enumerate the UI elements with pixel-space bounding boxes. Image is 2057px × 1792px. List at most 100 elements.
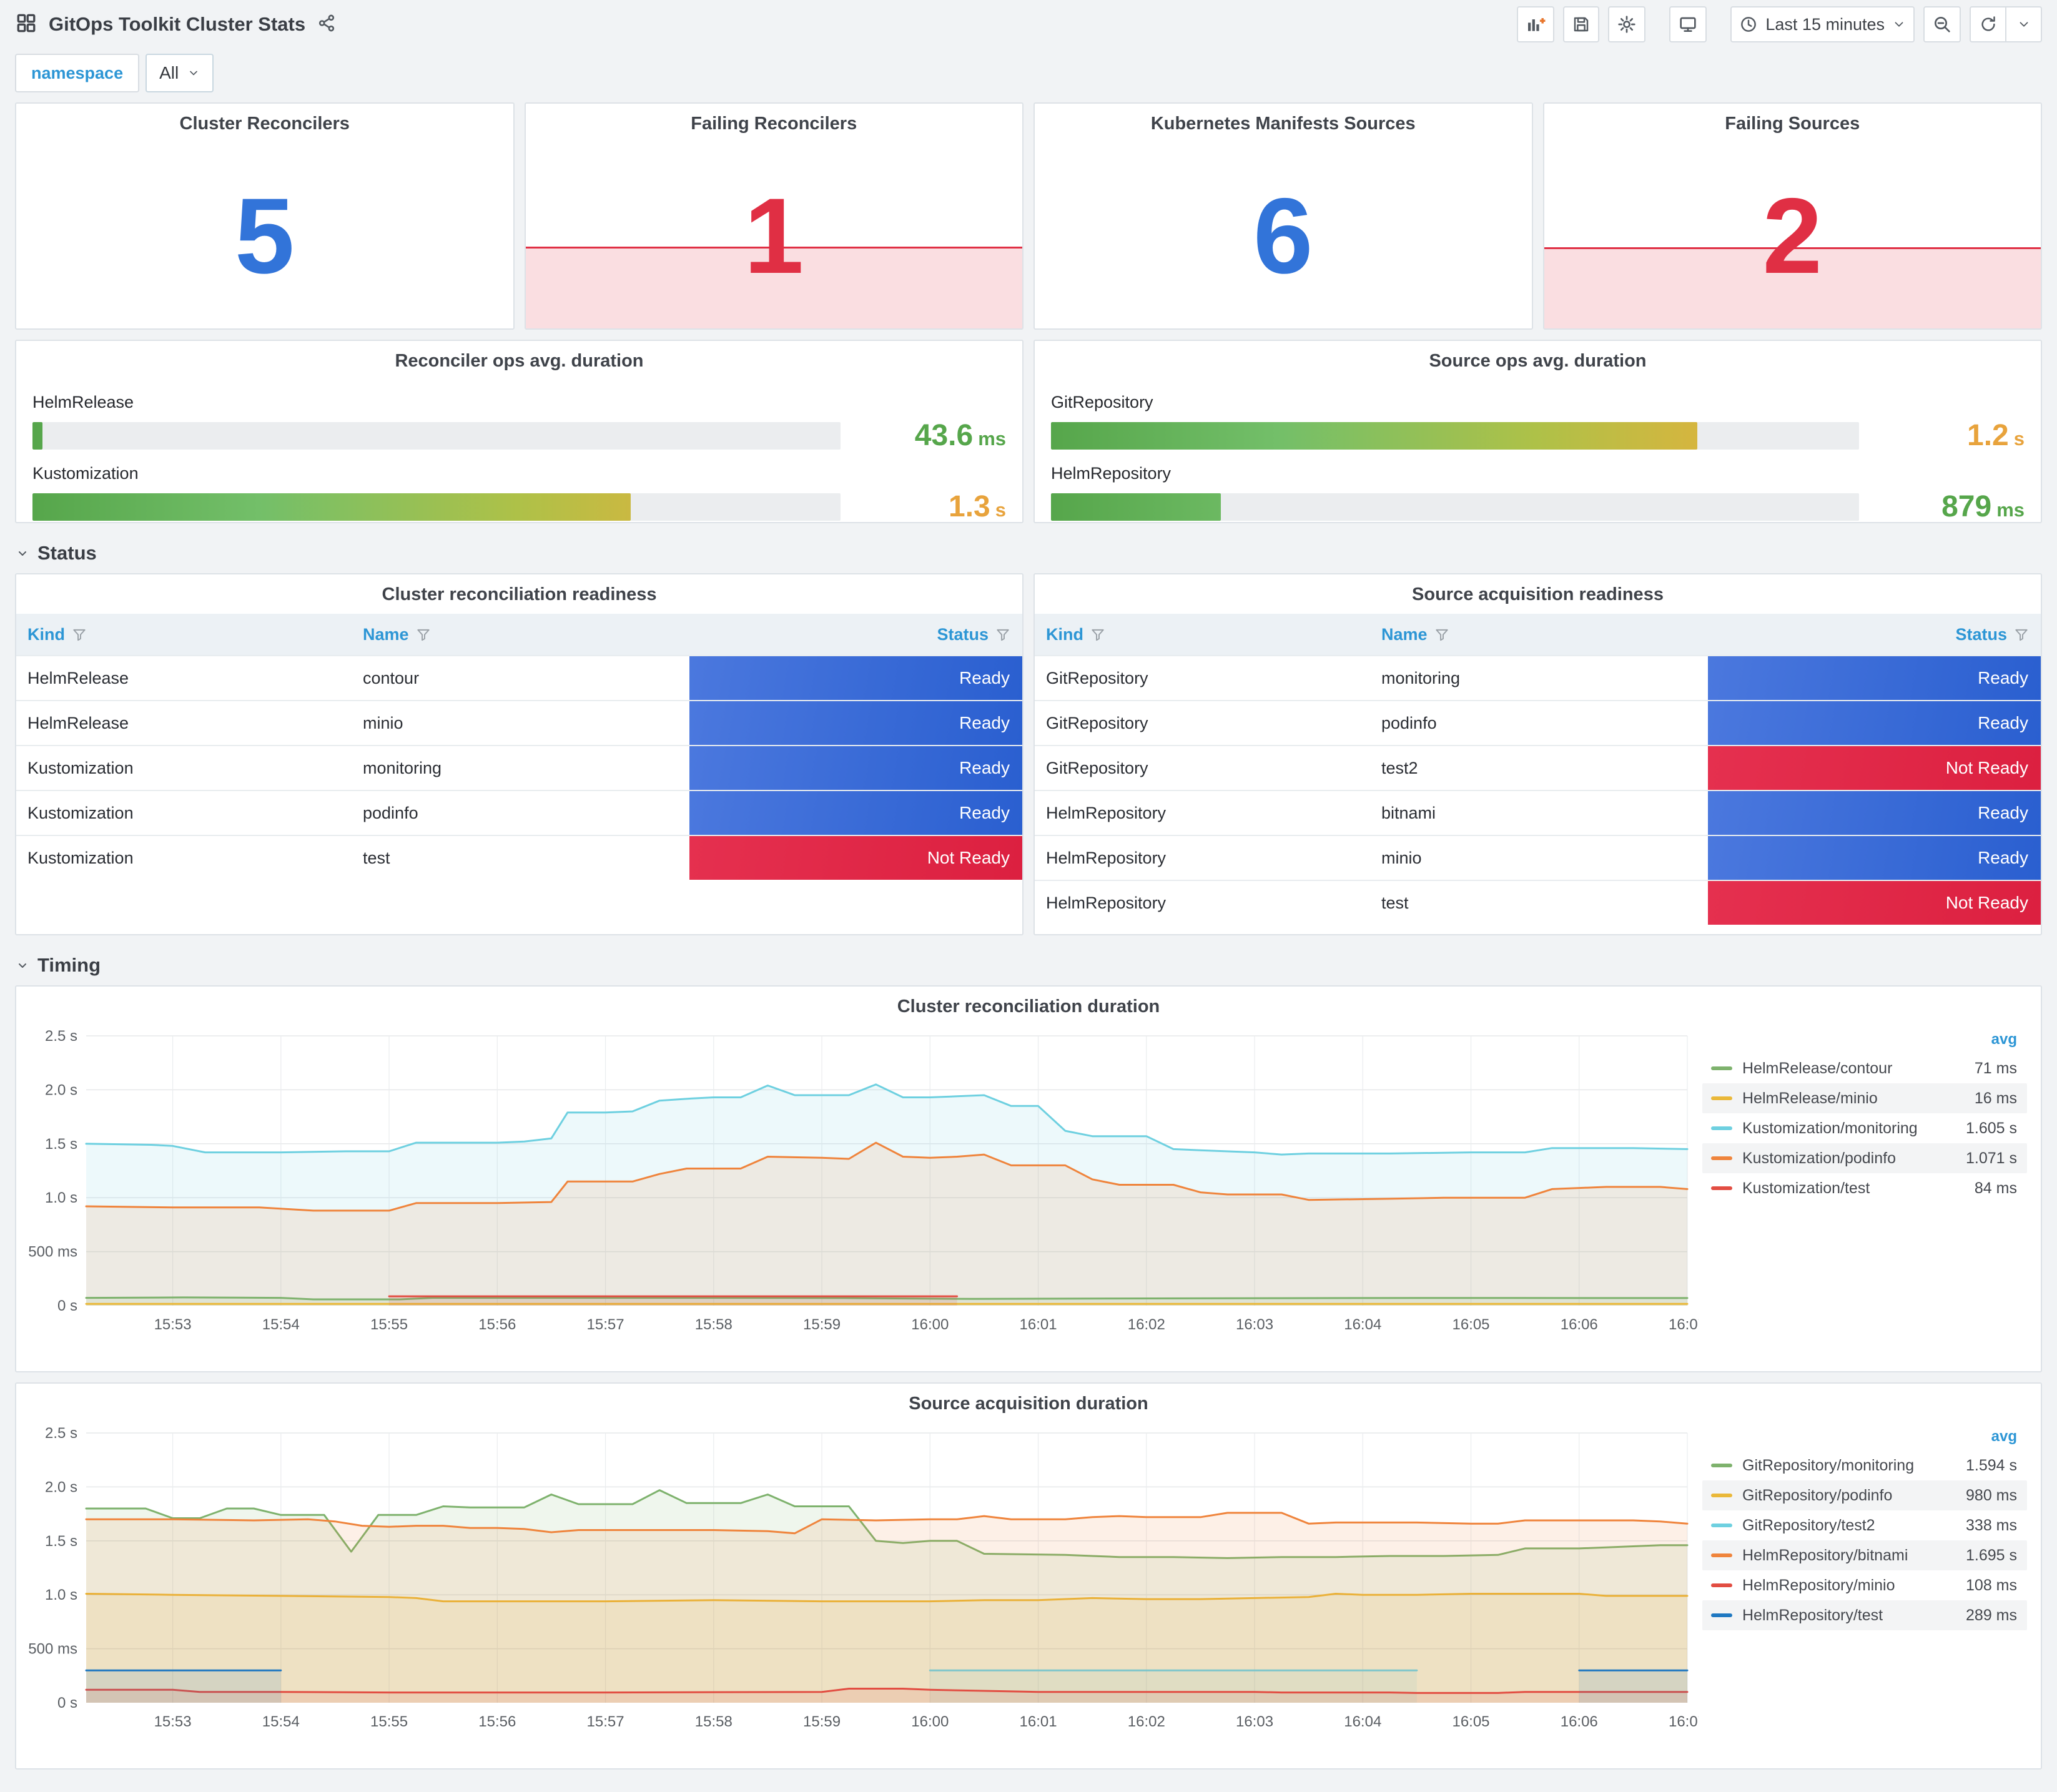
svg-text:15:59: 15:59 xyxy=(803,1713,841,1730)
svg-text:16:00: 16:00 xyxy=(911,1713,949,1730)
column-header-status[interactable]: Status xyxy=(687,614,1022,655)
panel-title[interactable]: Failing Sources xyxy=(1725,114,1860,134)
panel-title[interactable]: Kubernetes Manifests Sources xyxy=(1150,114,1416,134)
cell-kind: HelmRepository xyxy=(1035,835,1370,880)
legend-item[interactable]: HelmRelease/minio 16 ms xyxy=(1702,1083,2027,1113)
chart-legend: avg HelmRelease/contour 71 ms HelmRelease/m… xyxy=(1699,1021,2033,1339)
chevron-down-icon xyxy=(19,551,26,556)
column-header-name[interactable]: Name xyxy=(352,614,687,655)
series-color-dash xyxy=(1711,1524,1732,1527)
series-name: HelmRepository/test xyxy=(1742,1606,1883,1624)
refresh-button[interactable] xyxy=(1970,6,2006,42)
legend-item[interactable]: Kustomization/monitoring 1.605 s xyxy=(1702,1113,2027,1143)
variable-namespace-dropdown[interactable]: All xyxy=(146,54,214,92)
column-header-kind[interactable]: Kind xyxy=(1035,614,1370,655)
chevron-down-icon xyxy=(190,71,198,76)
series-name: Kustomization/test xyxy=(1742,1179,1870,1197)
cycle-view-mode-button[interactable] xyxy=(1669,6,1707,42)
share-icon[interactable] xyxy=(317,13,337,36)
zoom-out-time-button[interactable] xyxy=(1923,6,1961,42)
refresh-interval-dropdown[interactable] xyxy=(2006,6,2042,42)
row-status[interactable]: Status xyxy=(0,523,2057,573)
row-timing[interactable]: Timing xyxy=(0,935,2057,985)
variables-row: namespace All xyxy=(0,49,2057,102)
legend-avg-header[interactable]: avg xyxy=(1991,1428,2017,1445)
gauge-value: 1.2 s xyxy=(1967,419,2025,452)
svg-text:16:04: 16:04 xyxy=(1344,1316,1381,1333)
bar-gauge-fill xyxy=(1051,493,1221,521)
legend-item[interactable]: GitRepository/monitoring 1.594 s xyxy=(1702,1450,2027,1480)
legend-item[interactable]: GitRepository/test2 338 ms xyxy=(1702,1510,2027,1540)
series-color-dash xyxy=(1711,1583,1732,1587)
gauge-label: Kustomization xyxy=(32,464,139,483)
bar-gauge-fill xyxy=(32,493,631,521)
cell-status: Not Ready xyxy=(1705,880,2041,925)
legend-item[interactable]: HelmRepository/bitnami 1.695 s xyxy=(1702,1540,2027,1570)
column-header-status[interactable]: Status xyxy=(1705,614,2041,655)
timeseries-chart[interactable]: 0 s 500 ms 1.0 s 1.5 s 2.0 s 2.5 s 15:53 15:54 1… xyxy=(19,1418,1699,1736)
dashboards-grid-icon[interactable] xyxy=(15,12,37,37)
cell-name: podinfo xyxy=(1370,700,1705,745)
cell-status: Ready xyxy=(687,655,1022,700)
panel-title[interactable]: Failing Reconcilers xyxy=(691,114,857,134)
gauge-value: 43.6 ms xyxy=(914,419,1006,452)
tables-row: Cluster reconciliation readiness Kind Nam… xyxy=(15,573,2042,935)
add-panel-button[interactable] xyxy=(1517,6,1555,42)
gauge-row-helmrepository: HelmRepository 879 ms xyxy=(1051,464,2025,522)
cell-name: monitoring xyxy=(1370,655,1705,700)
dashboard-header: GitOps Toolkit Cluster Stats xyxy=(0,0,2057,49)
table-row: HelmRepository bitnami Ready xyxy=(1035,790,2041,835)
bar-gauge-track xyxy=(1051,421,1859,450)
panel-title[interactable]: Cluster reconciliation duration xyxy=(897,997,1160,1017)
legend-item[interactable]: Kustomization/podinfo 1.071 s xyxy=(1702,1143,2027,1173)
series-name: Kustomization/podinfo xyxy=(1742,1149,1896,1167)
panel-title[interactable]: Cluster reconciliation readiness xyxy=(382,584,657,604)
svg-text:16:05: 16:05 xyxy=(1452,1316,1489,1333)
column-header-name[interactable]: Name xyxy=(1370,614,1705,655)
series-color-dash xyxy=(1711,1464,1732,1467)
bar-gauge-track xyxy=(1051,493,1859,521)
timeseries-chart[interactable]: 0 s 500 ms 1.0 s 1.5 s 2.0 s 2.5 s 15:53 15:54 1… xyxy=(19,1021,1699,1339)
section-title: Status xyxy=(37,542,97,564)
series-name: HelmRepository/bitnami xyxy=(1742,1546,1908,1564)
filter-icon xyxy=(2015,629,2028,641)
time-range-label: Last 15 minutes xyxy=(1765,14,1885,34)
gauge-label: GitRepository xyxy=(1051,393,1153,411)
series-name: HelmRelease/contour xyxy=(1742,1059,1893,1077)
legend-item[interactable]: HelmRepository/minio 108 ms xyxy=(1702,1570,2027,1600)
series-avg-value: 980 ms xyxy=(1966,1486,2017,1504)
table-row: GitRepository test2 Not Ready xyxy=(1035,745,2041,790)
save-dashboard-button[interactable] xyxy=(1563,6,1600,42)
panel-title[interactable]: Source acquisition readiness xyxy=(1412,584,1664,604)
series-color-dash xyxy=(1711,1553,1732,1557)
stat-panel-manifests-sources: Kubernetes Manifests Sources 6 xyxy=(1033,102,1533,330)
legend-item[interactable]: HelmRelease/contour 71 ms xyxy=(1702,1053,2027,1083)
panel-title[interactable]: Cluster Reconcilers xyxy=(179,114,350,134)
legend-item[interactable]: HelmRepository/test 289 ms xyxy=(1702,1600,2027,1630)
cell-name: podinfo xyxy=(352,790,687,835)
svg-text:16:02: 16:02 xyxy=(1128,1713,1165,1730)
stat-value: 6 xyxy=(1253,176,1313,297)
svg-text:16:04: 16:04 xyxy=(1344,1713,1381,1730)
time-range-picker[interactable]: Last 15 minutes xyxy=(1730,6,1915,42)
table-row: HelmRepository test Not Ready xyxy=(1035,880,2041,925)
series-avg-value: 1.594 s xyxy=(1965,1456,2017,1474)
svg-text:15:53: 15:53 xyxy=(154,1713,192,1730)
panel-title[interactable]: Reconciler ops avg. duration xyxy=(395,351,644,371)
svg-text:0 s: 0 s xyxy=(57,1297,77,1314)
legend-item[interactable]: Kustomization/test 84 ms xyxy=(1702,1173,2027,1203)
dashboard-settings-button[interactable] xyxy=(1608,6,1646,42)
panel-title[interactable]: Source acquisition duration xyxy=(909,1394,1148,1414)
legend-item[interactable]: GitRepository/podinfo 980 ms xyxy=(1702,1480,2027,1510)
cell-name: test2 xyxy=(1370,745,1705,790)
legend-avg-header[interactable]: avg xyxy=(1991,1031,2017,1048)
table-row: HelmRepository minio Ready xyxy=(1035,835,2041,880)
stat-panel-failing-reconcilers: Failing Reconcilers 1 xyxy=(524,102,1024,330)
cell-status: Not Ready xyxy=(1705,745,2041,790)
series-name: GitRepository/test2 xyxy=(1742,1516,1875,1534)
cell-kind: HelmRelease xyxy=(16,655,352,700)
gauge-row-kustomization: Kustomization 1.3 s xyxy=(32,464,1006,522)
column-header-kind[interactable]: Kind xyxy=(16,614,352,655)
panel-title[interactable]: Source ops avg. duration xyxy=(1429,351,1647,371)
stat-value: 1 xyxy=(744,176,804,297)
